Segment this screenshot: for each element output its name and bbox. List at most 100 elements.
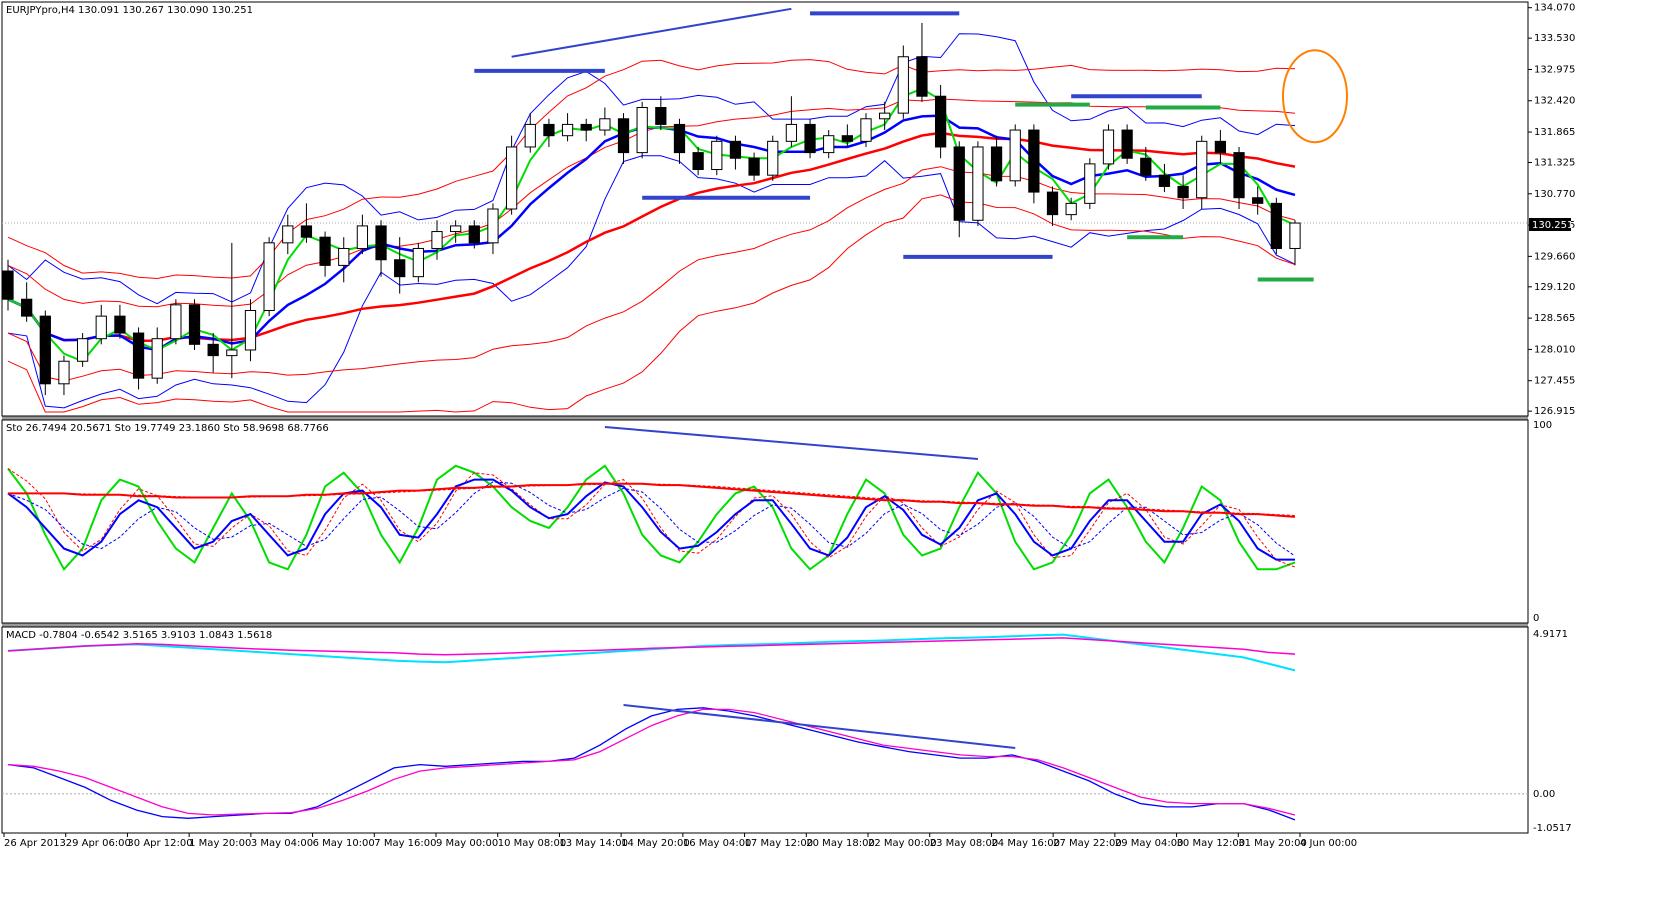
candle-body (132, 332, 145, 379)
candle-body (1289, 222, 1301, 249)
candle-body (543, 123, 555, 137)
stochastic-line (7, 464, 1296, 572)
macd-trendline (623, 704, 1016, 749)
stochastic-axis: 100 0 (1533, 420, 1552, 624)
candle-body (21, 298, 33, 317)
candle-body (580, 123, 592, 131)
ma-green-line (7, 87, 1296, 363)
candle-body (244, 310, 257, 351)
time-tick-label: 23 May 08:00 (930, 838, 999, 849)
bollinger-red-lower-outer (7, 194, 1296, 413)
candle-body (431, 231, 443, 249)
candle-body (1196, 140, 1208, 199)
candle-body (1177, 185, 1189, 199)
candle-body (39, 315, 51, 385)
candle-body (953, 146, 965, 221)
time-tick-label: 9 May 00:00 (436, 838, 498, 849)
candle-body (785, 123, 798, 142)
candle-body (1121, 129, 1133, 159)
candle-body (394, 259, 406, 278)
macd-line (7, 707, 1296, 821)
ma-red-line (7, 131, 1296, 343)
candle-body (673, 123, 686, 154)
macd-line (7, 708, 1296, 816)
candle-body (300, 225, 313, 238)
bollinger-blue-lower (7, 155, 1296, 409)
stochastic-trendline (604, 426, 978, 460)
candle-body (95, 315, 107, 340)
time-tick-label: 14 May 20:00 (621, 838, 690, 849)
candle-body (1252, 197, 1264, 204)
candle-body (170, 304, 182, 340)
price-tick-label: 128.010 (1534, 344, 1575, 355)
candle-body (412, 247, 424, 278)
macd-tick-label: 0.00 (1533, 789, 1555, 800)
stochastic-line (7, 478, 1295, 561)
stochastic-signal-line (7, 481, 1296, 557)
time-tick-label: 7 May 16:00 (374, 838, 436, 849)
candle-body (767, 140, 779, 176)
price-tick-label: 133.530 (1534, 33, 1575, 44)
macd-panel (1, 626, 1529, 834)
time-tick-label: 3 May 04:00 (251, 838, 313, 849)
price-tick-label: 134.070 (1534, 3, 1575, 14)
candle-body (1028, 129, 1040, 193)
candle-body (468, 225, 480, 244)
candle-body (1270, 202, 1282, 249)
price-tick-label: 132.975 (1534, 64, 1575, 75)
trendline-up (511, 7, 792, 58)
candle-body (692, 152, 704, 171)
price-tick-label: 130.770 (1534, 189, 1575, 200)
candle-body (711, 140, 723, 171)
candle-body (263, 242, 275, 311)
candle-body (487, 208, 499, 244)
time-tick-label: 16 May 04:00 (683, 838, 752, 849)
price-tick-label: 128.565 (1534, 313, 1575, 324)
candle-body (1009, 129, 1021, 182)
time-tick-label: 30 May 12:00 (1177, 838, 1246, 849)
price-annotations (474, 7, 1348, 282)
candle-body (1233, 152, 1245, 199)
candle-body (319, 236, 331, 266)
candle-body (1065, 202, 1077, 216)
macd-lines (7, 633, 1296, 821)
time-tick-label: 29 Apr 06:00 (66, 838, 131, 849)
stochastic-lines (7, 426, 1296, 572)
time-tick-label: 13 May 14:00 (559, 838, 628, 849)
candle-body (972, 146, 984, 221)
candle-body (282, 225, 294, 244)
time-tick-label: 17 May 12:00 (745, 838, 814, 849)
orange-ellipse (1282, 49, 1348, 144)
candle-body (356, 225, 369, 249)
price-panel (1, 1, 1529, 417)
price-tick-label: 129.660 (1534, 251, 1575, 262)
candles (2, 22, 1301, 396)
candle-body (2, 270, 14, 300)
candle-body (226, 349, 238, 357)
stochastic-tick-label: 0 (1533, 613, 1539, 624)
price-tick-label: 127.455 (1534, 376, 1575, 387)
candle-body (934, 95, 947, 148)
time-tick-label: 1 May 20:00 (189, 838, 251, 849)
stochastic-signal-line (7, 468, 1296, 568)
candle-body (1140, 157, 1152, 176)
candle-body (990, 146, 1003, 182)
candle-body (804, 123, 816, 154)
macd-axis: 4.9171 0.00 -1.0517 (2, 629, 1572, 834)
macd-tick-label: -1.0517 (1533, 823, 1572, 834)
candle-body (1214, 140, 1227, 154)
candle-body (561, 123, 574, 137)
bollinger-red-upper-outer (7, 59, 1296, 280)
time-tick-label: 10 May 08:00 (498, 838, 567, 849)
bollinger-blue-upper (7, 33, 1296, 305)
candle-body (151, 338, 163, 379)
candle-body (636, 107, 648, 154)
candle-body (1158, 174, 1171, 187)
candle-body (450, 225, 462, 233)
price-tick-label: 131.325 (1534, 157, 1575, 168)
candle-body (617, 118, 630, 154)
